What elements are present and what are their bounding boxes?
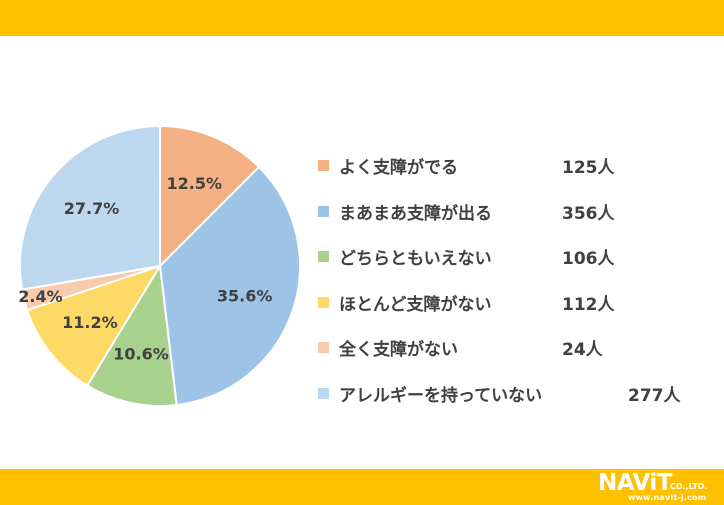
legend-item-2: どちらともいえない 106人 [318,234,718,280]
pie-slice-label-0: 12.5% [167,174,223,193]
logo-suffix: CO.,LTD. [670,482,708,491]
legend-item-3: ほとんど支障がない 112人 [318,280,718,326]
pie-slice-2 [85,263,178,407]
legend-swatch [318,296,329,308]
pie-chart: 12.5% 35.6% 10.6% 11.2%2.4% 27.7% [18,124,301,407]
pie-slice-3 [25,264,163,387]
legend-item-0: よく支障がでる 125人 [318,143,718,189]
legend-swatch [318,160,329,172]
legend-count: 356人 [562,203,615,224]
pie-slice-5 [19,124,161,291]
legend-swatch [318,342,329,354]
legend-item-5: アレルギーを持っていない 277人 [318,371,718,417]
legend-item-4: 全く支障がない 24人 [318,325,718,371]
pie-slice-0 [159,124,261,269]
legend-count: 112人 [562,294,615,315]
logo-url: www.navit-j.com [628,493,707,502]
pie-slice-label-4: 2.4% [18,287,62,306]
logo-name: NAViT [598,470,672,496]
pie-slice-label-2: 10.6% [113,345,169,364]
pie-slice-label-5: 27.7% [64,199,120,218]
legend-label: よく支障がでる [339,158,458,179]
chart-legend: よく支障がでる 125人まあまあ支障が出る 356人どちらともいえない 106人ほとん… [318,143,718,416]
legend-count: 24人 [562,340,603,361]
legend-count: 125人 [562,158,615,179]
legend-item-1: まあまあ支障が出る 356人 [318,189,718,235]
legend-label: まあまあ支障が出る [339,203,492,224]
legend-swatch [318,205,329,217]
top-banner [0,0,724,36]
legend-count: 106人 [562,249,615,270]
pie-slice-label-1: 35.6% [217,286,273,305]
legend-label: ほとんど支障がない [339,294,492,315]
legend-label: 全く支障がない [339,340,458,361]
legend-swatch [318,387,329,399]
bottom-banner [0,469,724,505]
legend-label: アレルギーを持っていない [339,385,543,406]
legend-count: 277人 [628,385,681,406]
navit-logo: NAViT CO.,LTD. www.navit-j.com [598,471,718,503]
legend-label: どちらともいえない [339,249,492,270]
legend-swatch [318,251,329,263]
pie-slice-label-3: 11.2% [62,313,118,332]
pie-slice-1 [158,165,301,407]
